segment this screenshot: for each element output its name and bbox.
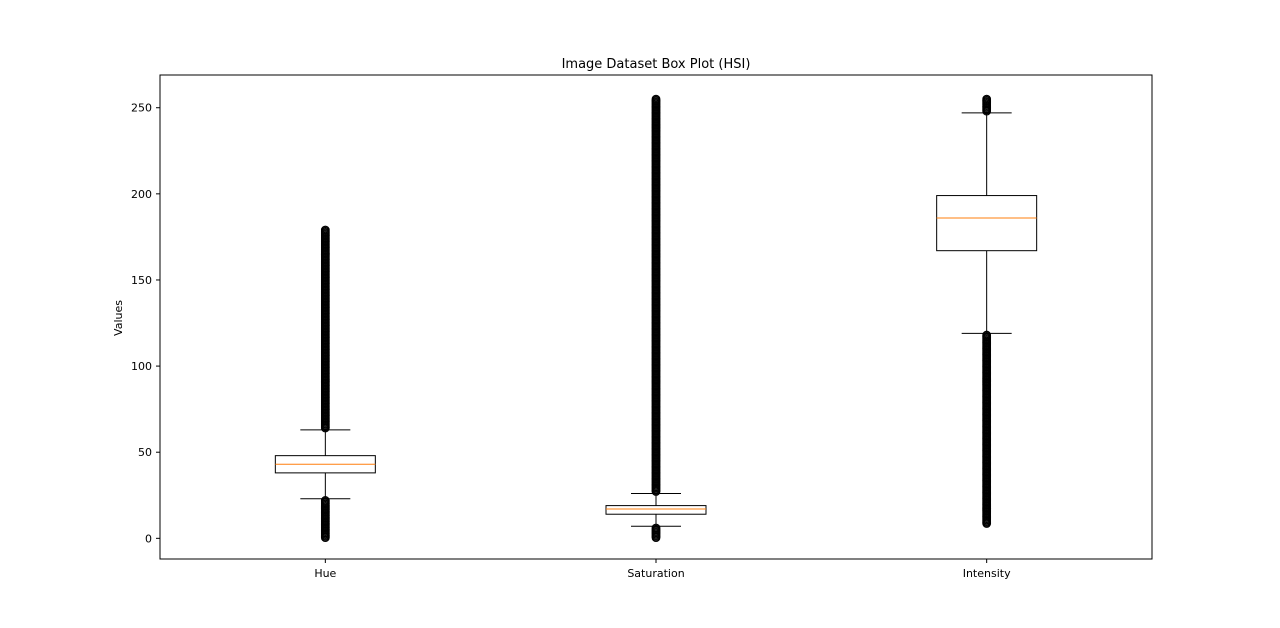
box-saturation — [605, 94, 707, 542]
box-intensity — [936, 94, 1038, 528]
iqr-box — [936, 195, 1038, 252]
y-tick-label: 0 — [145, 532, 152, 545]
iqr-box — [605, 505, 707, 515]
outlier-point — [320, 533, 330, 543]
outlier-point — [651, 533, 661, 542]
x-tick-label: Intensity — [963, 567, 1011, 580]
outliers-saturation — [651, 94, 661, 542]
plot-area — [274, 94, 1038, 543]
y-tick-label: 150 — [131, 274, 152, 287]
outlier-point — [982, 519, 992, 528]
x-tick-label: Saturation — [627, 567, 684, 580]
chart-title: Image Dataset Box Plot (HSI) — [562, 57, 751, 72]
y-tick-label: 200 — [131, 188, 152, 201]
y-axis-label: Values — [112, 300, 125, 336]
y-tick-label: 250 — [131, 102, 152, 115]
box-hue — [274, 225, 376, 543]
y-tick-label: 50 — [138, 446, 152, 459]
outliers-intensity — [982, 94, 992, 528]
outliers-hue — [320, 225, 330, 543]
x-tick-label: Hue — [314, 567, 336, 580]
y-tick-label: 100 — [131, 360, 152, 373]
